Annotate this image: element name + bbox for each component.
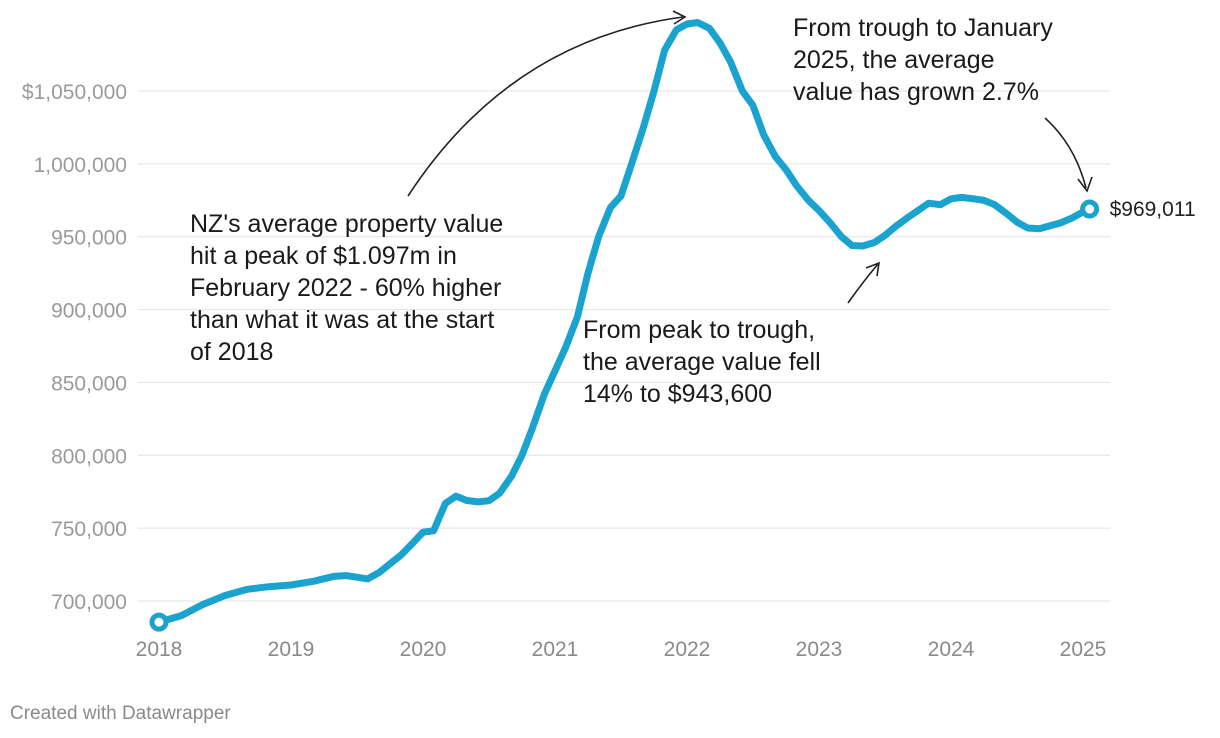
peak-annotation-line: February 2022 - 60% higher — [190, 274, 502, 302]
start-point-marker — [149, 612, 169, 632]
recovery-annotation-line: 2025, the average — [793, 46, 995, 74]
peak-annotation-arrowhead — [672, 10, 687, 25]
y-tick-label: 750,000 — [51, 518, 127, 541]
peak-annotation-line: than what it was at the start — [190, 306, 495, 334]
end-point-label: $969,011 — [1110, 198, 1196, 221]
peak-annotation-line: NZ's average property value — [190, 210, 504, 238]
y-tick-label: 800,000 — [51, 445, 127, 468]
peak-annotation-arrow — [407, 16, 684, 197]
y-tick-label: 700,000 — [51, 591, 127, 614]
peak-annotation-line: of 2018 — [190, 338, 274, 366]
y-tick-label: 850,000 — [51, 372, 127, 395]
datawrapper-credit: Created with Datawrapper — [10, 703, 231, 724]
y-tick-label: 1,000,000 — [34, 154, 127, 177]
peak-annotation-line: hit a peak of $1.097m in — [190, 242, 457, 270]
y-tick-label: 900,000 — [51, 300, 127, 323]
recovery-annotation-line: From trough to January — [793, 14, 1053, 42]
series-layer — [155, 19, 1094, 626]
x-axis-ticks: 2018 2019 2020 2021 2022 2023 2024 2025 — [136, 638, 1107, 661]
trough-annotation-line: 14% to $943,600 — [583, 380, 773, 408]
trough-annotation-line: From peak to trough, — [583, 316, 816, 344]
recovery-annotation-arrow — [1044, 117, 1087, 189]
series-line — [155, 19, 1094, 626]
peak-annotation: NZ's average property value hit a peak o… — [190, 208, 503, 368]
trough-annotation-arrow — [847, 263, 879, 304]
x-tick-label: 2024 — [928, 638, 975, 661]
recovery-annotation-line: value has grown 2.7% — [793, 78, 1039, 106]
y-axis-ticks: $1,050,000 1,000,000 950,000 900,000 850,000… — [22, 81, 127, 614]
trough-annotation-arrowhead — [865, 261, 881, 277]
x-tick-label: 2023 — [796, 638, 843, 661]
recovery-annotation-arrowhead — [1077, 176, 1093, 193]
end-point-layer: $969,011 — [149, 198, 1196, 632]
x-tick-label: 2021 — [532, 638, 579, 661]
annotation-arrows — [407, 10, 1093, 304]
end-point-marker — [1080, 199, 1100, 219]
x-tick-label: 2025 — [1060, 638, 1107, 661]
gridlines — [138, 90, 1110, 602]
y-tick-label: $1,050,000 — [22, 81, 127, 104]
recovery-annotation: From trough to January 2025, the average… — [793, 12, 1053, 108]
x-tick-label: 2022 — [664, 638, 711, 661]
x-tick-label: 2019 — [268, 638, 315, 661]
trough-annotation-line: the average value fell — [583, 348, 821, 376]
trough-annotation: From peak to trough, the average value f… — [583, 314, 821, 410]
y-tick-label: 950,000 — [51, 227, 127, 250]
x-tick-label: 2018 — [136, 638, 183, 661]
x-tick-label: 2020 — [400, 638, 447, 661]
